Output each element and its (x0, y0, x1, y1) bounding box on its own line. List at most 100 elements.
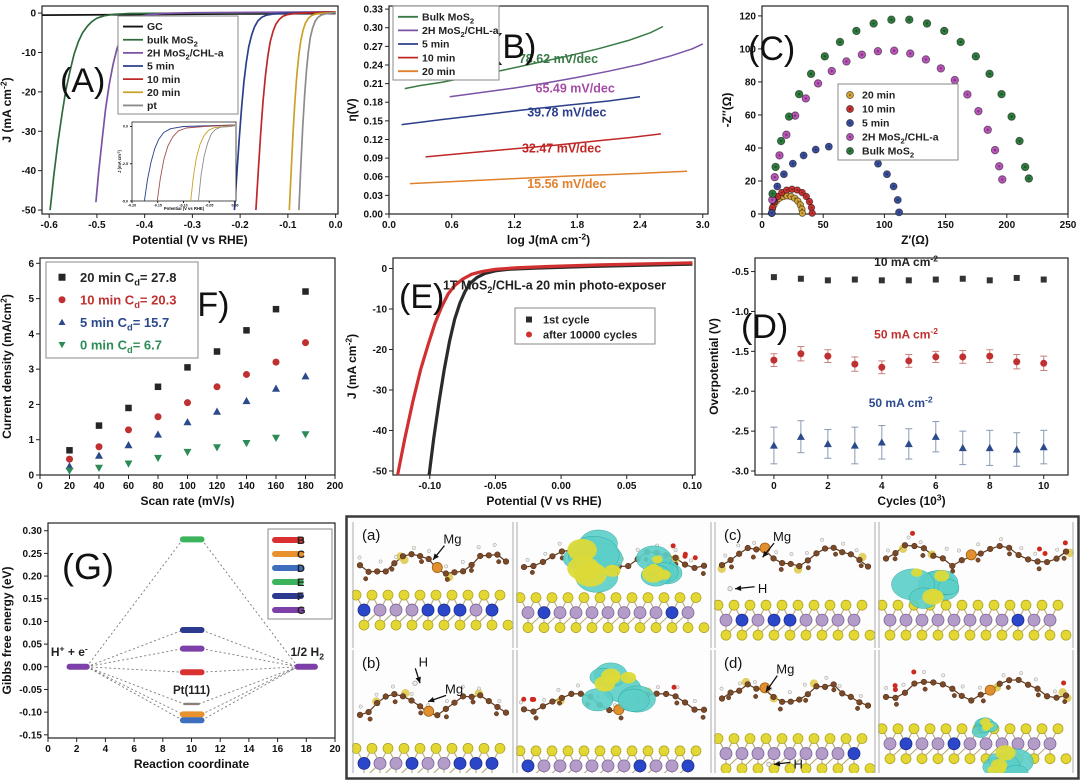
svg-text:0.15: 0.15 (23, 594, 43, 605)
svg-text:-1.0: -1.0 (732, 307, 750, 318)
svg-text:100: 100 (876, 220, 893, 231)
svg-text:bulk MoS2: bulk MoS2 (147, 34, 198, 48)
svg-text:-0.10: -0.10 (19, 708, 42, 719)
svg-text:-0.15: -0.15 (19, 730, 42, 741)
svg-text:Z′(Ω): Z′(Ω) (901, 233, 929, 247)
svg-text:-50: -50 (373, 466, 388, 477)
svg-text:2H MoS2/CHL-a: 2H MoS2/CHL-a (862, 132, 939, 146)
svg-text:0.21: 0.21 (364, 79, 384, 90)
svg-text:(E): (E) (399, 278, 444, 316)
svg-text:-0.2: -0.2 (232, 220, 250, 231)
svg-text:Mg: Mg (776, 662, 794, 677)
svg-text:120: 120 (739, 11, 756, 22)
svg-text:Bulk MoS2: Bulk MoS2 (422, 11, 474, 25)
svg-text:0: 0 (28, 471, 34, 482)
svg-text:GC: GC (147, 21, 163, 33)
svg-text:0.09: 0.09 (364, 154, 384, 165)
svg-text:H: H (794, 756, 803, 771)
svg-text:(A): (A) (60, 62, 105, 100)
svg-text:2.4: 2.4 (633, 220, 647, 231)
svg-text:2: 2 (74, 744, 80, 755)
panel-e-svg: -0.10 -0.05 0.00 0.05 0.10 0 -10 -20 -30 -40 -50 Po… (343, 257, 703, 508)
svg-text:0.03: 0.03 (364, 191, 384, 202)
svg-text:(G): (G) (62, 546, 114, 587)
svg-text:-20: -20 (22, 87, 37, 98)
svg-text:5: 5 (28, 294, 34, 305)
svg-text:20: 20 (329, 744, 341, 755)
svg-text:-0.20: -0.20 (128, 204, 136, 208)
svg-text:-30: -30 (373, 385, 388, 396)
svg-text:160: 160 (268, 481, 285, 492)
svg-text:F: F (297, 591, 304, 603)
svg-text:1T MoS2/CHL-a 20 min photo-exp: 1T MoS2/CHL-a 20 min photo-exposer (443, 279, 666, 296)
panel-f-capacitance-chart: 0 20 40 60 80 100 120 140 160 180 200 0 1 2 3 4 5 6 Scan r… (0, 250, 345, 520)
svg-text:100: 100 (179, 481, 196, 492)
svg-text:H: H (758, 581, 767, 596)
svg-text:-0.10: -0.10 (418, 481, 441, 492)
svg-text:Gibbs free energy (eV): Gibbs free energy (eV) (0, 566, 14, 694)
svg-text:-0.6: -0.6 (41, 220, 59, 231)
svg-text:140: 140 (238, 481, 255, 492)
svg-text:100: 100 (739, 44, 756, 55)
svg-text:Reaction coordinate: Reaction coordinate (134, 757, 250, 771)
svg-text:0.6: 0.6 (445, 220, 459, 231)
svg-text:6: 6 (131, 744, 137, 755)
svg-text:-1.5: -1.5 (732, 347, 750, 358)
panel-g-gibbs-chart: 0 2 4 6 8 10 12 14 16 18 20 -0.15 -0.10 -0.05 0.00 0.05… (0, 515, 345, 780)
svg-text:Cycles (103): Cycles (103) (877, 492, 945, 508)
panel-f-svg: 0 20 40 60 80 100 120 140 160 180 200 0 1 2 3 4 5 6 Scan r… (0, 257, 344, 508)
svg-text:8: 8 (160, 744, 166, 755)
svg-text:0: 0 (37, 481, 43, 492)
svg-text:0 min Cd= 6.7: 0 min Cd= 6.7 (80, 337, 162, 355)
svg-text:(d): (d) (724, 655, 742, 672)
svg-text:0: 0 (30, 9, 36, 20)
panel-a-svg: -0.6 -0.5 -0.4 -0.3 -0.2 -0.1 0.00-10-20-30-40… (0, 5, 343, 247)
svg-text:-2.0: -2.0 (732, 387, 750, 398)
svg-text:Scan rate (mV/s): Scan rate (mV/s) (140, 494, 234, 508)
svg-text:-50: -50 (22, 206, 37, 217)
svg-text:20: 20 (745, 176, 757, 187)
svg-text:15.56 mV/dec: 15.56 mV/dec (527, 177, 606, 191)
svg-text:0: 0 (45, 744, 51, 755)
svg-text:0.05: 0.05 (617, 481, 637, 492)
svg-text:H+ + e-: H+ + e- (51, 643, 88, 659)
svg-text:-5.0: -5.0 (122, 199, 128, 203)
svg-text:78.62 mV/dec: 78.62 mV/dec (519, 52, 598, 66)
svg-text:-0.4: -0.4 (136, 220, 154, 231)
svg-text:0.0: 0.0 (329, 220, 343, 231)
svg-text:-30: -30 (22, 127, 37, 138)
svg-text:6: 6 (933, 481, 939, 492)
svg-text:-0.10: -0.10 (179, 204, 187, 208)
svg-text:0: 0 (771, 481, 777, 492)
svg-text:10 min: 10 min (862, 104, 895, 116)
svg-text:1/2 H2: 1/2 H2 (291, 645, 325, 661)
svg-text:39.78 mV/dec: 39.78 mV/dec (527, 106, 606, 120)
svg-text:0.25: 0.25 (23, 549, 43, 560)
svg-text:B: B (297, 535, 305, 547)
svg-text:Pt(111): Pt(111) (173, 685, 210, 697)
svg-text:1: 1 (28, 435, 34, 446)
svg-text:-0.05: -0.05 (205, 204, 213, 208)
svg-text:0.0: 0.0 (382, 220, 396, 231)
molecular-structures-panel: (a) Mg (c) Mg H (b) H Mg (d) Mg H (345, 515, 1080, 780)
svg-text:50 mA cm-2: 50 mA cm-2 (874, 326, 938, 342)
svg-text:5 min: 5 min (422, 39, 449, 51)
svg-text:-40: -40 (373, 426, 388, 437)
svg-text:Mg: Mg (443, 532, 461, 547)
svg-text:40: 40 (745, 143, 757, 154)
svg-text:-0.05: -0.05 (19, 685, 42, 696)
svg-text:-3.0: -3.0 (732, 467, 750, 478)
svg-text:12: 12 (215, 744, 227, 755)
svg-text:14: 14 (243, 744, 255, 755)
svg-text:0.33: 0.33 (364, 5, 384, 16)
panel-b-tafel-chart: 0.0 0.6 1.2 1.8 2.4 3.0 0.00 0.03 0.06 0.09 0.12 0.… (345, 0, 720, 255)
svg-text:-2.5: -2.5 (122, 162, 128, 166)
svg-text:20: 20 (64, 481, 76, 492)
svg-text:60: 60 (745, 110, 757, 121)
svg-text:80: 80 (745, 77, 757, 88)
svg-text:10 min Cd= 20.3: 10 min Cd= 20.3 (80, 292, 176, 310)
svg-text:16: 16 (272, 744, 284, 755)
svg-text:0.27: 0.27 (364, 42, 384, 53)
svg-text:η(V): η(V) (345, 98, 359, 121)
svg-text:40: 40 (93, 481, 105, 492)
